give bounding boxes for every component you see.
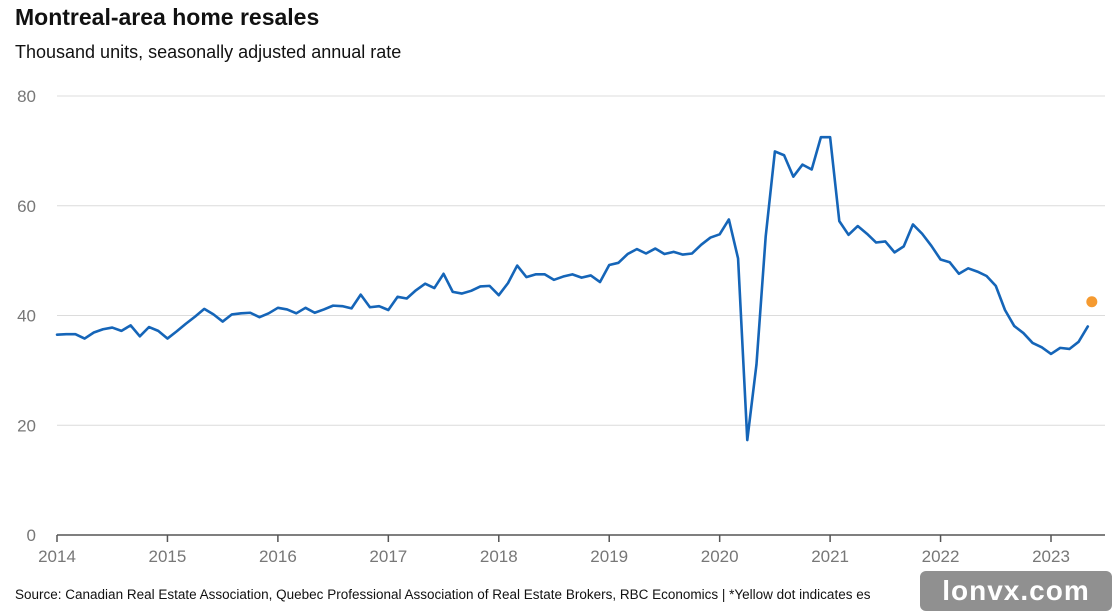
x-tick-label-2014: 2014 <box>38 547 76 566</box>
y-tick-label-20: 20 <box>17 416 36 435</box>
y-axis: 0 20 40 60 80 <box>17 87 36 545</box>
y-tick-label-60: 60 <box>17 197 36 216</box>
x-tick-label-2023: 2023 <box>1032 547 1070 566</box>
y-tick-label-40: 40 <box>17 307 36 326</box>
x-tick-label-2015: 2015 <box>149 547 187 566</box>
x-tick-label-2022: 2022 <box>922 547 960 566</box>
source-note: Source: Canadian Real Estate Association… <box>15 587 871 602</box>
estimate-dot <box>1086 296 1098 308</box>
watermark-text: lonvx.com <box>942 575 1090 606</box>
y-tick-label-0: 0 <box>27 526 36 545</box>
x-tick-label-2017: 2017 <box>369 547 407 566</box>
chart-title: Montreal-area home resales <box>15 4 320 30</box>
x-tick-label-2021: 2021 <box>811 547 849 566</box>
x-tick-label-2018: 2018 <box>480 547 518 566</box>
x-tick-label-2019: 2019 <box>590 547 628 566</box>
watermark: lonvx.com <box>920 571 1112 611</box>
x-axis: 2014 2015 2016 2017 2018 2019 2020 2021 2022 2023 <box>38 534 1105 566</box>
x-tick-label-2016: 2016 <box>259 547 297 566</box>
y-tick-label-80: 80 <box>17 87 36 106</box>
series-line-0 <box>55 135 1090 442</box>
chart-subtitle: Thousand units, seasonally adjusted annu… <box>15 42 402 62</box>
plot-area <box>55 135 1098 442</box>
x-tick-label-2020: 2020 <box>701 547 739 566</box>
